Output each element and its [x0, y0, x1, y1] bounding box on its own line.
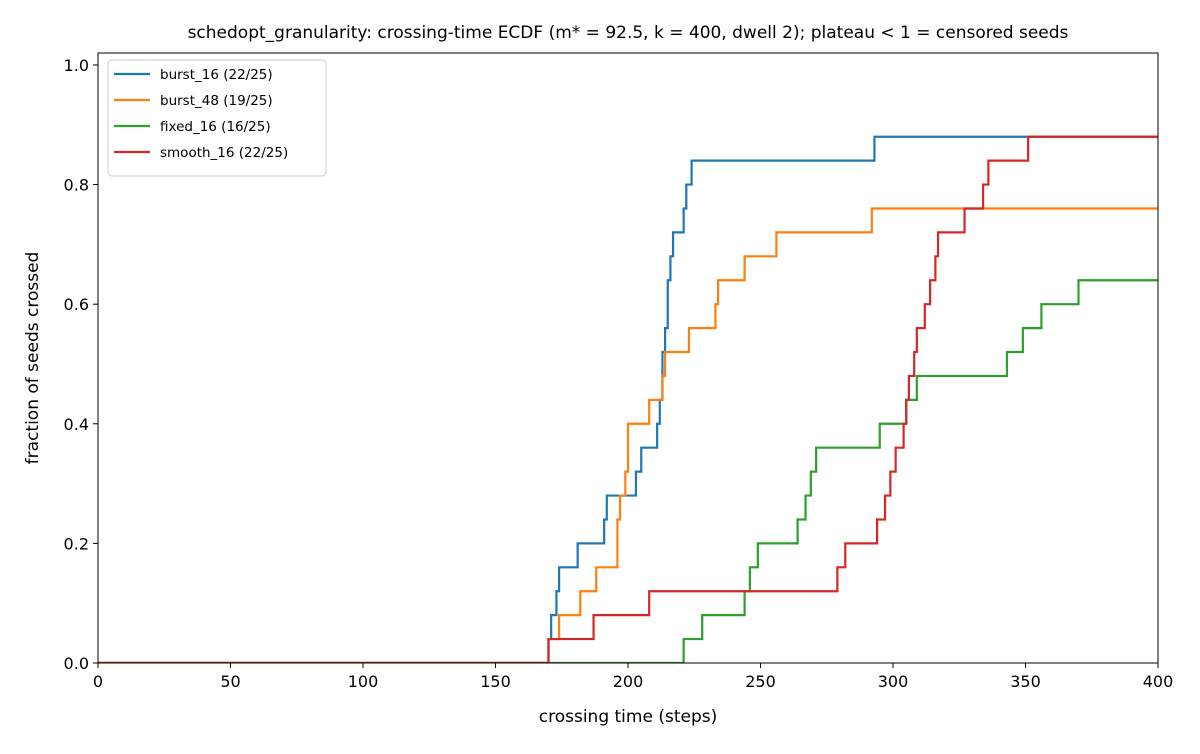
- y-tick-label: 1.0: [64, 56, 89, 75]
- x-axis-label: crossing time (steps): [539, 707, 717, 727]
- legend-entry-0: burst_16 (22/25): [160, 67, 273, 83]
- plot-area: [98, 135, 1158, 663]
- x-tick-label: 250: [745, 672, 776, 691]
- x-tick-label: 400: [1143, 672, 1174, 691]
- x-tick-label: 350: [1010, 672, 1041, 691]
- series-line-1: [98, 207, 1158, 663]
- y-tick-label: 0.0: [64, 654, 89, 673]
- y-tick-label: 0.6: [64, 295, 89, 314]
- x-tick-label: 0: [93, 672, 103, 691]
- y-axis-label: fraction of seeds crossed: [23, 252, 43, 465]
- legend-entry-3: smooth_16 (22/25): [160, 145, 288, 161]
- legend-entry-2: fixed_16 (16/25): [160, 119, 271, 135]
- series-line-2: [98, 279, 1158, 663]
- axis-ticks: 0 50 100 150 200 250 300 350 400 0.0 0.2 0.4 0.6 0.8 1…: [64, 56, 1174, 691]
- chart-title: schedopt_granularity: crossing-time ECDF…: [188, 23, 1069, 43]
- x-tick-label: 300: [878, 672, 909, 691]
- x-tick-label: 100: [348, 672, 379, 691]
- x-tick-label: 150: [480, 672, 511, 691]
- y-tick-label: 0.2: [64, 534, 89, 553]
- legend-box: [107, 59, 327, 177]
- y-tick-label: 0.4: [64, 415, 89, 434]
- series-line-0: [98, 135, 1158, 663]
- legend-entry-1: burst_48 (19/25): [160, 93, 273, 109]
- y-tick-label: 0.8: [64, 176, 89, 195]
- x-tick-label: 200: [613, 672, 644, 691]
- series-line-3: [98, 135, 1158, 663]
- legend: burst_16 (22/25) burst_48 (19/25) fixed_16…: [107, 59, 327, 177]
- x-tick-label: 50: [220, 672, 240, 691]
